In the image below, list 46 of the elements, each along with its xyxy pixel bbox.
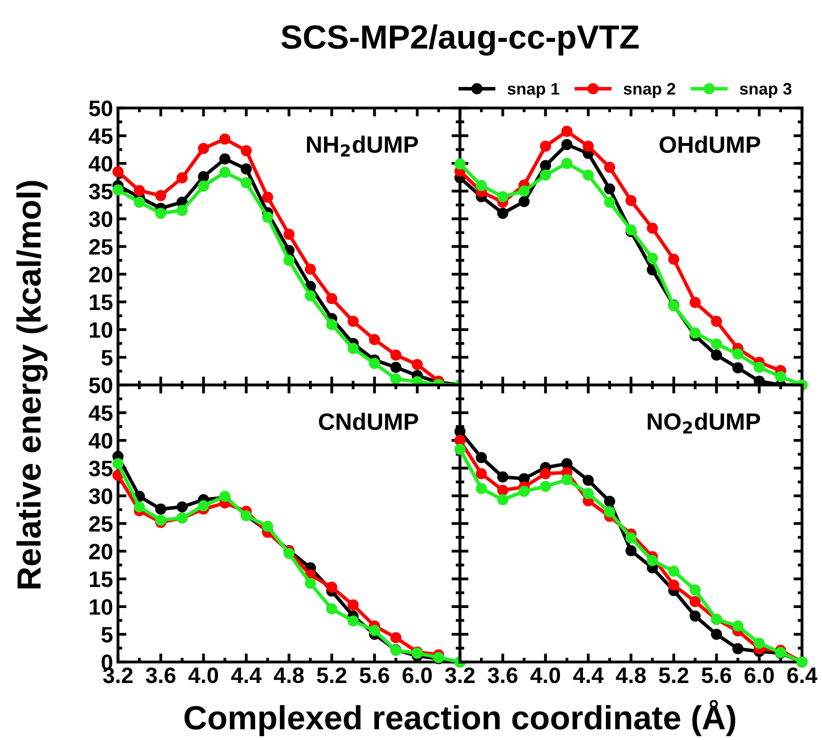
y-tick-label: 10	[90, 322, 112, 338]
y-tick-label: 20	[89, 266, 112, 282]
x-tick-label: 5.2	[316, 667, 346, 684]
y-axis-title: Relative energy (kcal/mol)	[16, 181, 48, 588]
y-tick-label: 45	[88, 128, 113, 144]
y-tick-label: 15	[90, 294, 113, 310]
annotation: CNdUMP	[318, 412, 418, 430]
annotation: OHdUMP	[660, 136, 760, 154]
x-tick-label: 4.8	[274, 667, 304, 684]
y-tick-label: 50	[89, 378, 112, 394]
annotation: NH$_{2}$dUMP	[306, 136, 418, 157]
y-tick-label: 30	[88, 211, 112, 228]
x-tick-label: 4.0	[530, 667, 560, 684]
y-tick-label: 35	[88, 184, 113, 200]
x-tick-label: 6.0	[402, 667, 432, 684]
y-tick-label: 5	[101, 627, 113, 643]
y-tick-label: 40	[88, 156, 112, 172]
y-tick-label: 35	[88, 460, 113, 476]
x-tick-label: 6.0	[744, 667, 774, 684]
y-tick-label: 25	[89, 516, 113, 532]
x-tick-label: 3.6	[146, 667, 176, 684]
x-tick-label: 4.0	[188, 667, 218, 684]
legend-label: snap 1	[508, 83, 560, 98]
legend-label: snap 2	[624, 82, 676, 98]
x-tick-label: 5.2	[658, 667, 688, 684]
y-tick-label: 10	[90, 599, 112, 615]
y-tick-label: 5	[101, 350, 113, 366]
chart-title: SCS-MP2/aug-cc-pVTZ	[281, 24, 639, 56]
y-tick-label: 25	[89, 239, 113, 255]
y-tick-label: 15	[90, 572, 113, 588]
y-tick-label: 50	[89, 100, 112, 116]
y-tick-label: 40	[88, 432, 112, 449]
x-tick-label: 3.2	[445, 667, 475, 684]
annotation: NO$_{2}$dUMP	[648, 412, 760, 434]
x-axis-title: Complexed reaction coordinate (Å)	[184, 700, 736, 736]
y-tick-label: 20	[89, 544, 112, 560]
y-tick-label: 45	[88, 405, 113, 421]
legend-label: snap 3	[740, 82, 792, 98]
x-tick-label: 6.4	[787, 667, 818, 684]
y-tick-label: 30	[88, 488, 112, 504]
x-tick-label: 5.6	[360, 667, 390, 684]
x-tick-label: 4.4	[231, 668, 262, 683]
x-tick-label: 4.8	[616, 667, 646, 684]
x-tick-label: 3.6	[488, 667, 518, 684]
x-tick-label: 4.4	[573, 668, 604, 683]
x-tick-label: 5.6	[702, 667, 732, 684]
